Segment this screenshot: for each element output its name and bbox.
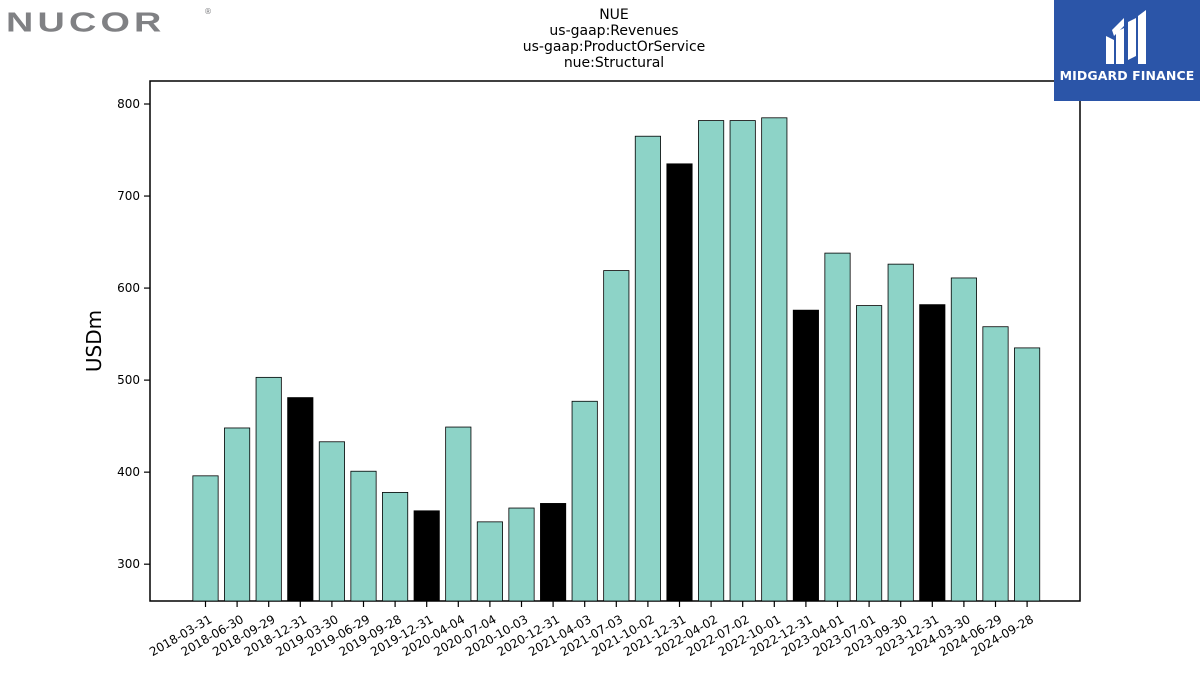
x-axis: 2018-03-312018-06-302018-09-292018-12-31…	[147, 601, 1036, 659]
bar-2022-10-01	[761, 117, 788, 602]
chart-title-line-3: us-gaap:ProductOrService	[522, 39, 706, 55]
bar-2023-12-31	[919, 304, 946, 602]
chart-title: NUE us-gaap:Revenues us-gaap:ProductOrSe…	[414, 7, 814, 71]
bar-2021-07-03	[603, 270, 630, 602]
bar-2022-12-31	[792, 309, 819, 602]
y-tick-label: 800	[117, 97, 140, 111]
bar-2021-12-31	[666, 163, 693, 602]
bar-2024-03-30	[950, 277, 977, 602]
midgard-finance-logo: MIDGARD FINANCE	[1054, 0, 1200, 101]
bar-2021-10-02	[634, 135, 661, 602]
y-axis: 300 400 500 600 700 800	[117, 97, 150, 571]
bar-2018-12-31	[287, 397, 314, 602]
bar-2018-03-31	[192, 475, 219, 602]
midgard-mark-icon	[1106, 10, 1146, 64]
y-tick-label: 300	[117, 557, 140, 571]
bar-2019-12-31	[413, 510, 440, 602]
y-tick-label: 500	[117, 373, 140, 387]
bar-2022-04-02	[698, 120, 725, 602]
midgard-finance-text: MIDGARD FINANCE	[1059, 68, 1195, 83]
bar-2019-06-29	[350, 470, 377, 602]
chart-title-line-2: us-gaap:Revenues	[549, 23, 679, 39]
bar-2020-10-03	[508, 507, 535, 602]
bar-2023-07-01	[856, 305, 883, 602]
bar-2023-04-01	[824, 252, 851, 602]
bar-2020-12-31	[540, 503, 567, 602]
registered-mark: ®	[204, 7, 212, 16]
bar-2019-09-28	[382, 491, 409, 602]
nucor-logo: NUCOR ®	[6, 2, 216, 40]
bar-2018-06-30	[224, 427, 251, 602]
y-tick-label: 700	[117, 189, 140, 203]
y-tick-label: 400	[117, 465, 140, 479]
bar-2024-09-28	[1014, 347, 1041, 602]
bar-2022-07-02	[729, 120, 756, 602]
y-axis-label: USDm	[82, 310, 106, 372]
bar-2019-03-30	[318, 441, 345, 602]
bars-group	[192, 117, 1041, 602]
bar-2020-07-04	[476, 521, 503, 602]
bar-2018-09-29	[255, 376, 282, 602]
bar-2021-04-03	[571, 400, 598, 602]
chart-title-line-1: NUE	[599, 7, 629, 23]
y-tick-label: 600	[117, 281, 140, 295]
bar-2020-04-04	[445, 426, 472, 602]
chart-title-line-4: nue:Structural	[563, 55, 665, 71]
nucor-logo-text: NUCOR	[6, 7, 166, 36]
bar-2023-09-30	[887, 263, 914, 602]
bar-2024-06-29	[982, 326, 1009, 602]
